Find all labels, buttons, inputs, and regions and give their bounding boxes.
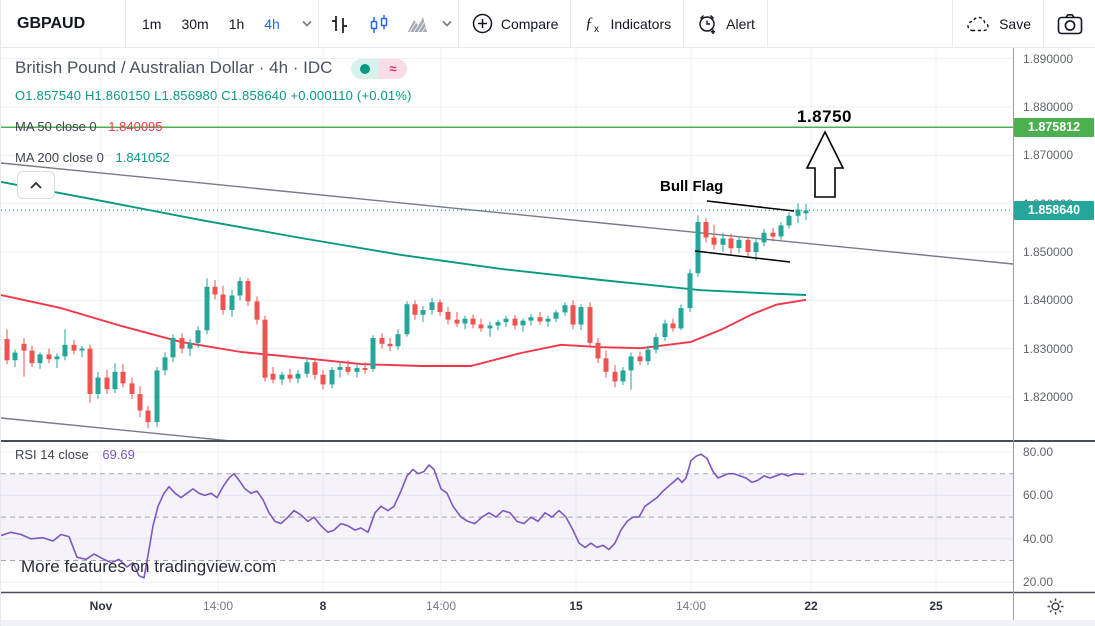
rsi-axis-label: 60.00 (1023, 488, 1054, 503)
gridlines (1, 47, 1013, 592)
interval-chevron-down-icon[interactable] (296, 20, 318, 27)
camera-icon (1057, 13, 1083, 34)
area-chart-type-button[interactable] (399, 13, 436, 35)
time-axis-label: 8 (319, 599, 327, 613)
last-price-badge: 1.858640 (1014, 200, 1094, 220)
rsi-legend[interactable]: RSI 14 close 69.69 (15, 447, 135, 462)
save-button[interactable]: Save (953, 0, 1043, 47)
interval-group: 1m 30m 1h 4h (126, 16, 296, 32)
bottom-strip (1, 620, 1095, 626)
toolbar-divider (570, 0, 572, 47)
chevron-up-icon (30, 181, 42, 189)
time-axis-label: 22 (804, 599, 818, 613)
toolbar-divider (457, 0, 459, 47)
bars-chart-type-button[interactable] (319, 13, 359, 35)
target-level-badge: 1.875812 (1014, 117, 1094, 137)
interval-button-1m[interactable]: 1m (142, 15, 162, 32)
rsi-pane (1, 453, 1013, 579)
cloud-icon (967, 16, 989, 31)
symbol-button[interactable]: GBPAUD (17, 14, 86, 32)
price-axis-label: 1.890000 (1023, 51, 1074, 66)
price-axis-label: 1.880000 (1023, 100, 1074, 114)
svg-text:ƒ: ƒ (585, 15, 593, 32)
compare-label: Compare (500, 15, 559, 32)
price-axis-label: 1.840000 (1023, 293, 1074, 308)
interval-button-30m[interactable]: 30m (181, 15, 209, 32)
interval-button-4h[interactable]: 4h (264, 15, 280, 32)
alarm-clock-icon (699, 14, 716, 34)
toolbar-divider (952, 0, 954, 47)
rsi-axis-label: 80.00 (1023, 445, 1054, 459)
area-icon (407, 16, 428, 32)
time-axis-label: 14:00 (425, 599, 457, 613)
snapshot-button[interactable] (1044, 13, 1095, 35)
price-axis-label: 1.850000 (1023, 245, 1074, 259)
price-pane (1, 162, 1013, 441)
save-label: Save (999, 15, 1031, 32)
price-axis-label: 1.830000 (1023, 341, 1074, 356)
time-axis-label: 25 (929, 599, 943, 613)
pane-frame (1, 47, 1095, 620)
toolbar-divider (1043, 0, 1044, 47)
svg-text:x: x (594, 24, 599, 35)
price-axis-label: 1.870000 (1023, 148, 1074, 163)
rsi-axis-label: 40.00 (1023, 531, 1054, 546)
time-axis-label: 14:00 (675, 599, 707, 613)
fx-icon: ƒ x (585, 15, 599, 35)
top-toolbar: GBPAUD 1m 30m 1h 4h Compare ƒ (1, 0, 1095, 48)
compare-button[interactable]: Compare (459, 0, 571, 47)
interval-button-1h[interactable]: 1h (228, 15, 245, 32)
candles-chart-type-button[interactable] (359, 13, 399, 35)
bars-icon (331, 15, 347, 33)
rsi-label: RSI 14 close (15, 447, 89, 462)
bull-flag-annotation[interactable]: Bull Flag (660, 178, 724, 195)
candles-icon (370, 14, 388, 33)
plus-circle-icon (472, 13, 493, 34)
toolbar-divider (766, 0, 768, 47)
indicators-button[interactable]: ƒ x Indicators (571, 0, 683, 47)
chart-type-chevron-down-icon[interactable] (436, 20, 458, 27)
tradingview-watermark-link[interactable]: More features on tradingview.com (21, 557, 277, 576)
alert-label: Alert (726, 15, 755, 32)
toolbar-divider (125, 0, 126, 47)
toolbar-divider (683, 0, 685, 47)
price-axis-label: 1.820000 (1023, 390, 1074, 404)
delayed-data-icon: ≈ (378, 58, 407, 79)
market-status-pill[interactable]: ≈ (350, 58, 407, 79)
rsi-value: 69.69 (102, 447, 135, 462)
price-target-annotation[interactable]: 1.8750 (797, 107, 852, 126)
indicators-label: Indicators (610, 15, 672, 32)
time-axis-label: Nov (89, 599, 113, 613)
toolbar-divider (317, 0, 319, 47)
axis-settings-corner[interactable] (1014, 593, 1095, 620)
time-axis-label: 14:00 (202, 599, 234, 613)
gear-icon (1047, 598, 1063, 615)
time-axis-label: 15 (569, 599, 583, 613)
alert-button[interactable]: Alert (684, 0, 767, 47)
rsi-axis-label: 20.00 (1023, 575, 1054, 590)
collapse-legend-button[interactable] (17, 171, 55, 199)
drawings-overlay (1, 126, 1013, 263)
market-open-dot-icon (350, 58, 379, 79)
